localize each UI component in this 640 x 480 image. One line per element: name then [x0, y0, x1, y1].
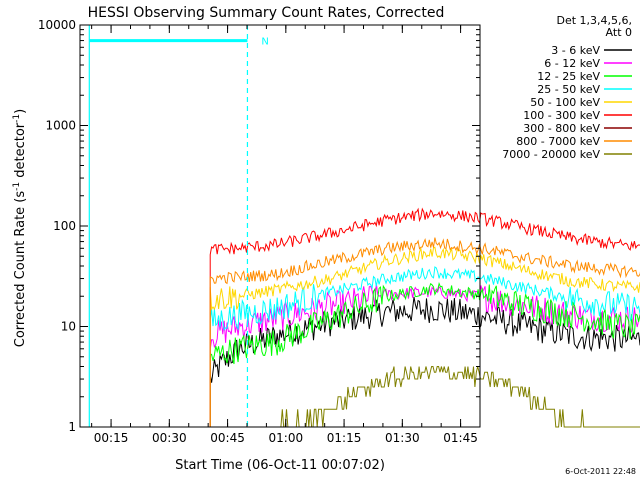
legend-label-5: 100 - 300 keV [523, 109, 600, 122]
x-tick-label-5: 01:30 [385, 431, 420, 445]
legend-label-8: 7000 - 20000 keV [502, 148, 600, 161]
x-tick-label-1: 00:30 [152, 431, 187, 445]
chart-title: HESSI Observing Summary Count Rates, Cor… [88, 5, 445, 21]
plot-frame [79, 24, 481, 428]
x-axis-label: Start Time (06-Oct-11 00:07:02) [175, 458, 385, 473]
legend-label-2: 12 - 25 keV [537, 70, 600, 83]
x-tick-label-6: 01:45 [443, 431, 478, 445]
y-tick-label-3: 1000 [45, 119, 76, 133]
legend-header-0: Det 1,3,4,5,6, [556, 14, 632, 27]
y-axis-label-part-2: detector [13, 122, 28, 182]
flag-n-label: N [261, 37, 268, 48]
series-line-8 [275, 366, 640, 428]
legend-header-1: Att 0 [606, 26, 632, 39]
x-tick-label-3: 01:00 [269, 431, 304, 445]
series-line-4 [209, 246, 640, 427]
x-tick-label-0: 00:15 [94, 431, 129, 445]
generated-timestamp: 6-Oct-2011 22:48 [565, 467, 636, 476]
legend-label-1: 6 - 12 keV [544, 57, 600, 70]
series-group [209, 207, 640, 428]
y-axis-label-sup-1: -1 [12, 182, 22, 191]
legend-label-0: 3 - 6 keV [551, 44, 600, 57]
y-tick-label-0: 1 [68, 420, 76, 434]
y-axis-label-sup-2: -1 [12, 114, 22, 123]
x-tick-label-4: 01:15 [327, 431, 362, 445]
legend-label-6: 300 - 800 keV [523, 122, 600, 135]
series-line-5 [209, 207, 640, 427]
y-axis-label-part-3: ) [13, 109, 28, 114]
series-line-2 [209, 281, 640, 427]
y-tick-label-2: 100 [53, 219, 76, 233]
x-tick-label-2: 00:45 [210, 431, 245, 445]
axes-group: 1 10 100 1000 10000 00:15 00:30 00:45 01:00 01:15… [38, 18, 481, 445]
legend-label-3: 25 - 50 keV [537, 83, 600, 96]
markers-group: NF [88, 25, 269, 427]
y-axis-label-part-1: Corrected Count Rate (s [13, 191, 28, 348]
legend-label-7: 800 - 7000 keV [516, 135, 600, 148]
legend-label-4: 50 - 100 keV [530, 96, 600, 109]
y-tick-label-4: 10000 [38, 18, 76, 32]
y-axis-label: Corrected Count Rate (s-1 detector-1) [12, 109, 28, 347]
series-line-3 [209, 266, 640, 427]
y-tick-label-1: 10 [61, 320, 76, 334]
series-line-7 [209, 237, 640, 427]
series-line-1 [209, 282, 640, 427]
